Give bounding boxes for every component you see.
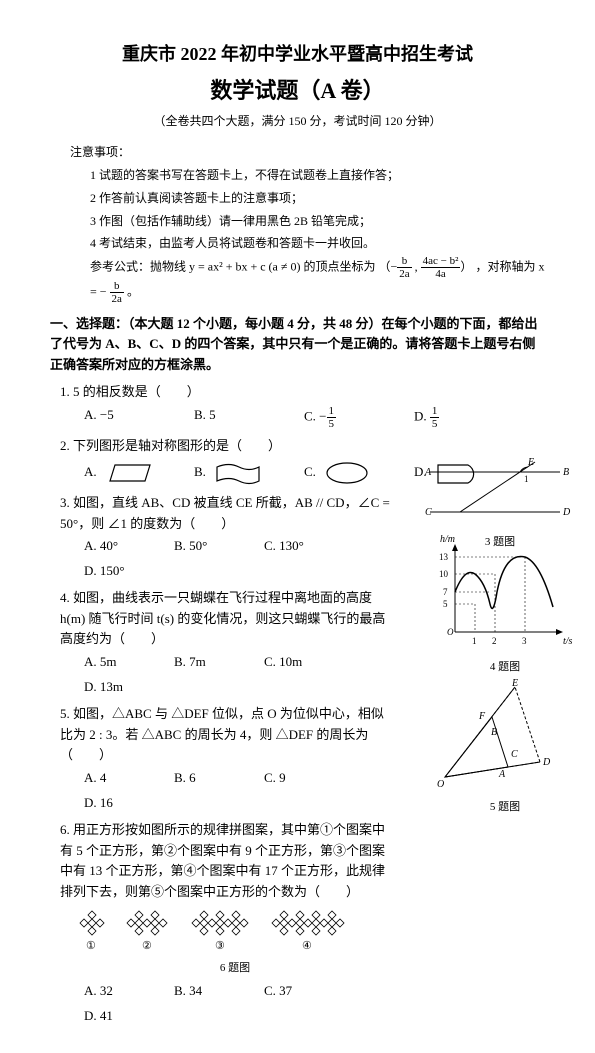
- notes-line-4: 4 考试结束，由监考人员将试题卷和答题卡一并收回。: [90, 232, 545, 255]
- svg-text:F: F: [478, 711, 486, 722]
- notes-line-3: 3 作图（包括作辅助线）请一律用黑色 2B 铅笔完成；: [90, 210, 545, 233]
- q5-option-b: B. 6: [174, 768, 264, 789]
- svg-text:D: D: [562, 507, 571, 518]
- q6-text: 6. 用正方形按如图所示的规律拼图案，其中第①个图案中有 5 个正方形，第②个图…: [60, 820, 395, 903]
- formula-line: 参考公式：抛物线 y = ax² + bx + c (a ≠ 0) 的顶点坐标为…: [90, 255, 545, 305]
- svg-text:1: 1: [472, 636, 477, 646]
- parallelogram-icon: [100, 459, 155, 487]
- q5-option-a: A. 4: [84, 768, 174, 789]
- svg-text:B: B: [563, 467, 569, 478]
- q5-text: 5. 如图，△ABC 与 △DEF 位似，点 O 为位似中心，相似比为 2 : …: [60, 704, 395, 766]
- q4-figlabel: 4 题图: [435, 659, 575, 677]
- svg-text:O: O: [447, 627, 454, 637]
- pattern-figure: ① ② ③ ④: [70, 909, 400, 953]
- q4-option-d: D. 13m: [84, 677, 174, 698]
- q6-option-b: B. 34: [174, 981, 264, 1002]
- notes-block: 注意事项： 1 试题的答案书写在答题卡上，不得在试题卷上直接作答； 2 作答前认…: [50, 141, 545, 305]
- q1-option-b: B. 5: [194, 405, 304, 430]
- q4-figure: h/m t/s O 5 7 10 13 1 2 3 4 题图: [435, 532, 575, 676]
- svg-text:③: ③: [215, 940, 225, 952]
- svg-text:B: B: [491, 727, 497, 738]
- svg-text:h/m: h/m: [440, 534, 455, 545]
- question-6: 6. 用正方形按如图所示的规律拼图案，其中第①个图案中有 5 个正方形，第②个图…: [60, 820, 545, 1029]
- q6-option-a: A. 32: [84, 981, 174, 1002]
- q6-option-d: D. 41: [84, 1006, 174, 1027]
- svg-text:10: 10: [439, 569, 449, 579]
- svg-text:②: ②: [142, 940, 152, 952]
- q3-option-d: D. 150°: [84, 561, 174, 582]
- svg-text:5: 5: [443, 599, 448, 609]
- svg-text:13: 13: [439, 552, 449, 562]
- exam-meta: （全卷共四个大题，满分 150 分，考试时间 120 分钟）: [50, 112, 545, 131]
- svg-text:C: C: [511, 749, 518, 760]
- q3-option-b: B. 50°: [174, 536, 264, 557]
- notes-line-2: 2 作答前认真阅读答题卡上的注意事项；: [90, 187, 545, 210]
- q1-text: 1. 5 的相反数是（ ）: [60, 382, 545, 403]
- q3-option-c: C. 130°: [264, 536, 354, 557]
- svg-text:E: E: [527, 457, 534, 468]
- svg-text:A: A: [425, 467, 432, 478]
- q5-option-d: D. 16: [84, 793, 174, 814]
- q1-option-d: D. 15: [414, 405, 524, 430]
- q6-figlabel: 6 题图: [70, 960, 400, 978]
- q4-option-b: B. 7m: [174, 652, 264, 673]
- svg-text:A: A: [498, 769, 506, 780]
- q4-text: 4. 如图，曲线表示一只蝴蝶在飞行过程中离地面的高度 h(m) 随飞行时间 t(…: [60, 588, 395, 650]
- q2-text: 2. 下列图形是轴对称图形的是（ ）: [60, 436, 545, 457]
- q1-option-a: A. −5: [84, 405, 194, 430]
- q5-figure: E F B C D A O 5 题图: [435, 677, 575, 816]
- svg-text:④: ④: [302, 940, 312, 952]
- q5-option-c: C. 9: [264, 768, 354, 789]
- q3-text: 3. 如图，直线 AB、CD 被直线 CE 所截，AB // CD，∠C = 5…: [60, 493, 395, 535]
- svg-text:E: E: [511, 678, 518, 689]
- q3-option-a: A. 40°: [84, 536, 174, 557]
- q1-option-c: C. −15: [304, 405, 414, 430]
- q4-option-a: A. 5m: [84, 652, 174, 673]
- svg-text:O: O: [437, 779, 444, 790]
- svg-text:7: 7: [443, 587, 448, 597]
- q5-figlabel: 5 题图: [435, 799, 575, 817]
- svg-text:t/s: t/s: [563, 636, 573, 647]
- q2-option-a: A.: [84, 459, 194, 487]
- exam-title: 重庆市 2022 年初中学业水平暨高中招生考试: [50, 40, 545, 69]
- q2-option-c: C.: [304, 459, 414, 487]
- q6-option-c: C. 37: [264, 981, 354, 1002]
- svg-text:3: 3: [522, 636, 527, 646]
- wavy-rect-icon: [209, 459, 264, 487]
- section-1-heading: 一、选择题：（本大题 12 个小题，每小题 4 分，共 48 分）在每个小题的下…: [50, 314, 545, 376]
- ellipse-icon: [319, 459, 374, 487]
- notes-heading: 注意事项：: [70, 141, 545, 164]
- svg-text:D: D: [542, 757, 551, 768]
- notes-line-1: 1 试题的答案书写在答题卡上，不得在试题卷上直接作答；: [90, 164, 545, 187]
- q4-option-c: C. 10m: [264, 652, 354, 673]
- svg-text:1: 1: [524, 474, 529, 484]
- svg-text:C: C: [425, 507, 432, 518]
- q2-option-b: B.: [194, 459, 304, 487]
- subject-title: 数学试题（A 卷）: [50, 73, 545, 108]
- main-area: 1. 5 的相反数是（ ） A. −5 B. 5 C. −15 D. 15 2.…: [50, 382, 545, 1029]
- formula-prefix: 参考公式：抛物线 y = ax² + bx + c (a ≠ 0) 的顶点坐标为: [90, 260, 375, 274]
- question-1: 1. 5 的相反数是（ ） A. −5 B. 5 C. −15 D. 15: [60, 382, 545, 432]
- svg-text:2: 2: [492, 636, 497, 646]
- svg-text:①: ①: [86, 940, 96, 952]
